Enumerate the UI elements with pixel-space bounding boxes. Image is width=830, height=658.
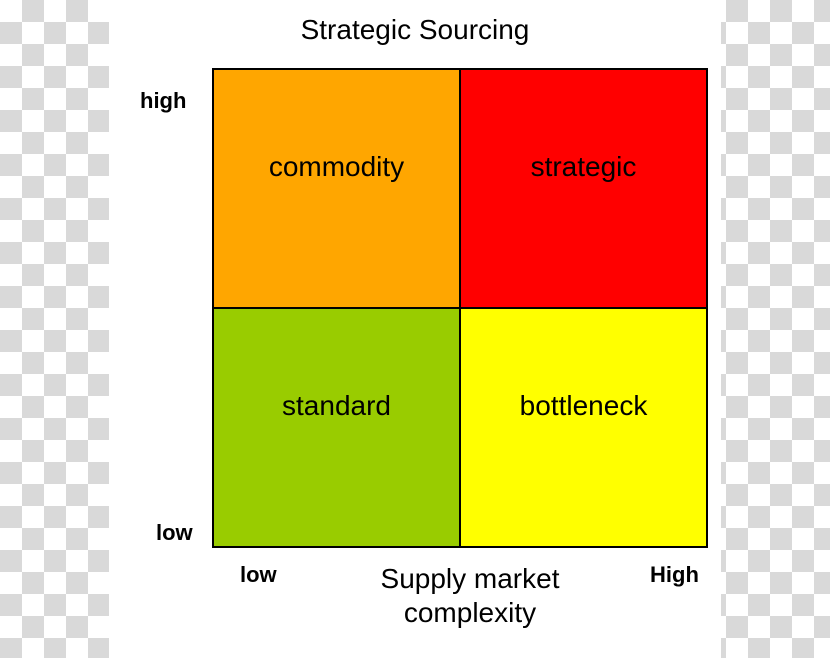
x-axis-low-label: low [240, 562, 277, 588]
diagram-title: Strategic Sourcing [0, 14, 830, 46]
x-axis-label: Supply market complexity [330, 562, 610, 629]
matrix-row-top: commodity strategic [214, 70, 706, 308]
matrix-grid: commodity strategic standard bottleneck [212, 68, 708, 548]
x-axis-high-label: High [650, 562, 699, 588]
cell-label-standard: standard [282, 390, 391, 422]
y-axis-high-label: high [140, 88, 186, 114]
cell-strategic: strategic [460, 70, 706, 308]
cell-standard: standard [214, 308, 460, 546]
y-axis-low-label: low [156, 520, 193, 546]
matrix-row-bottom: standard bottleneck [214, 308, 706, 546]
cell-commodity: commodity [214, 70, 460, 308]
cell-label-strategic: strategic [531, 151, 637, 183]
cell-bottleneck: bottleneck [460, 308, 706, 546]
cell-label-commodity: commodity [269, 151, 404, 183]
cell-label-bottleneck: bottleneck [520, 390, 648, 422]
